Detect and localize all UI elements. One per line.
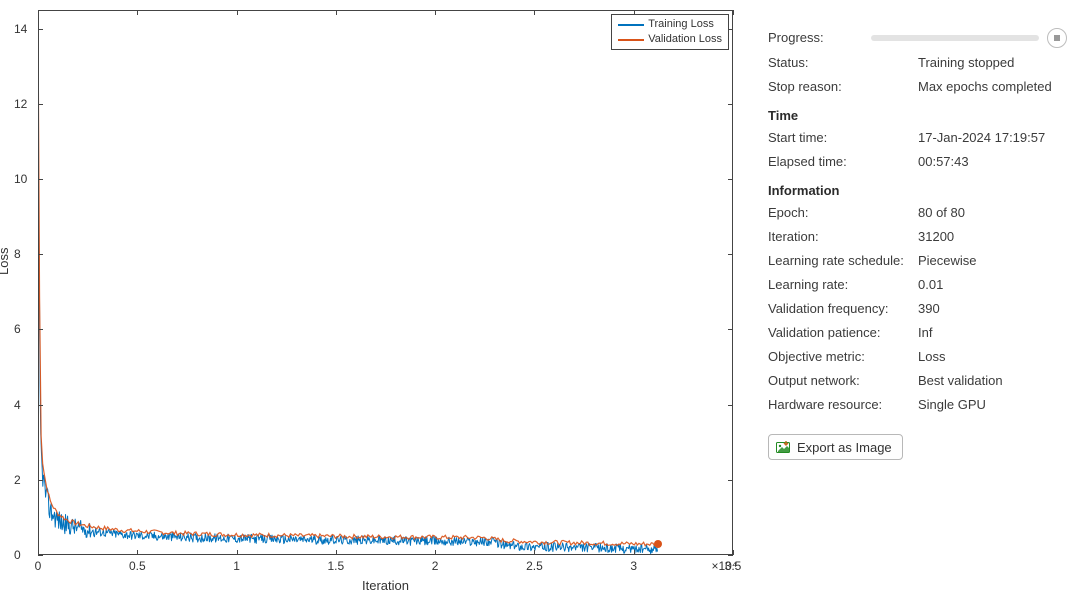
label-stop-reason: Stop reason: <box>768 78 918 96</box>
training-info-panel: Progress: Status: Training stopped Stop … <box>760 0 1081 600</box>
label-obj-metric: Objective metric: <box>768 348 918 366</box>
value-start-time: 17-Jan-2024 17:19:57 <box>918 129 1067 147</box>
value-epoch: 80 of 80 <box>918 204 1067 222</box>
row-lr-schedule: Learning rate schedule: Piecewise <box>768 252 1067 270</box>
export-as-image-button[interactable]: Export as Image <box>768 434 903 460</box>
y-axis-label: Loss <box>0 248 11 275</box>
label-iteration: Iteration: <box>768 228 918 246</box>
label-lr: Learning rate: <box>768 276 918 294</box>
y-tick-label: 6 <box>14 322 21 336</box>
y-tick-label: 10 <box>14 172 27 186</box>
y-tick-label: 0 <box>14 548 21 562</box>
value-status: Training stopped <box>918 54 1067 72</box>
x-tick-label: 3 <box>630 559 637 573</box>
stop-training-button[interactable] <box>1047 28 1067 48</box>
plot-border <box>38 10 733 555</box>
row-start-time: Start time: 17-Jan-2024 17:19:57 <box>768 129 1067 147</box>
x-tick-label: 1 <box>233 559 240 573</box>
x-tick-label: 2 <box>432 559 439 573</box>
value-val-patience: Inf <box>918 324 1067 342</box>
x-tick-label: 2.5 <box>526 559 543 573</box>
row-progress: Progress: <box>768 28 1067 48</box>
stop-icon <box>1054 35 1060 41</box>
value-lr-schedule: Piecewise <box>918 252 1067 270</box>
export-button-label: Export as Image <box>797 440 892 455</box>
training-loss-chart: Training Loss Validation Loss ×10⁴ Itera… <box>0 0 760 600</box>
row-iteration: Iteration: 31200 <box>768 228 1067 246</box>
validation-final-marker <box>654 540 662 548</box>
legend-swatch-training <box>618 24 644 26</box>
label-val-freq: Validation frequency: <box>768 300 918 318</box>
label-elapsed: Elapsed time: <box>768 153 918 171</box>
y-tick-label: 4 <box>14 398 21 412</box>
value-stop-reason: Max epochs completed <box>918 78 1067 96</box>
row-lr: Learning rate: 0.01 <box>768 276 1067 294</box>
export-icon <box>775 439 791 455</box>
label-start-time: Start time: <box>768 129 918 147</box>
row-out-net: Output network: Best validation <box>768 372 1067 390</box>
legend-swatch-validation <box>618 39 644 41</box>
legend-training: Training Loss <box>618 17 722 32</box>
row-obj-metric: Objective metric: Loss <box>768 348 1067 366</box>
value-hw: Single GPU <box>918 396 1067 414</box>
label-hw: Hardware resource: <box>768 396 918 414</box>
legend-label: Validation Loss <box>648 32 722 47</box>
value-lr: 0.01 <box>918 276 1067 294</box>
row-hw: Hardware resource: Single GPU <box>768 396 1067 414</box>
label-val-patience: Validation patience: <box>768 324 918 342</box>
y-tick-label: 8 <box>14 247 21 261</box>
value-iteration: 31200 <box>918 228 1067 246</box>
row-elapsed: Elapsed time: 00:57:43 <box>768 153 1067 171</box>
value-elapsed: 00:57:43 <box>918 153 1067 171</box>
label-epoch: Epoch: <box>768 204 918 222</box>
value-obj-metric: Loss <box>918 348 1067 366</box>
value-out-net: Best validation <box>918 372 1067 390</box>
row-val-freq: Validation frequency: 390 <box>768 300 1067 318</box>
x-tick-label: 1.5 <box>328 559 345 573</box>
plot-area: Training Loss Validation Loss ×10⁴ Itera… <box>38 10 733 555</box>
label-status: Status: <box>768 54 918 72</box>
label-progress: Progress: <box>768 29 871 47</box>
legend-label: Training Loss <box>648 17 714 32</box>
chart-legend: Training Loss Validation Loss <box>611 14 729 50</box>
row-epoch: Epoch: 80 of 80 <box>768 204 1067 222</box>
x-axis-label: Iteration <box>38 578 733 593</box>
y-tick-label: 14 <box>14 22 27 36</box>
label-out-net: Output network: <box>768 372 918 390</box>
y-tick-label: 12 <box>14 97 27 111</box>
header-information: Information <box>768 183 1067 198</box>
header-time: Time <box>768 108 1067 123</box>
value-val-freq: 390 <box>918 300 1067 318</box>
row-status: Status: Training stopped <box>768 54 1067 72</box>
y-tick-label: 2 <box>14 473 21 487</box>
x-tick-label: 0 <box>35 559 42 573</box>
x-tick-label: 0.5 <box>129 559 146 573</box>
row-stop-reason: Stop reason: Max epochs completed <box>768 78 1067 96</box>
label-lr-schedule: Learning rate schedule: <box>768 252 918 270</box>
legend-validation: Validation Loss <box>618 32 722 47</box>
progress-bar <box>871 35 1039 41</box>
x-tick-label: 3.5 <box>725 559 742 573</box>
row-val-patience: Validation patience: Inf <box>768 324 1067 342</box>
